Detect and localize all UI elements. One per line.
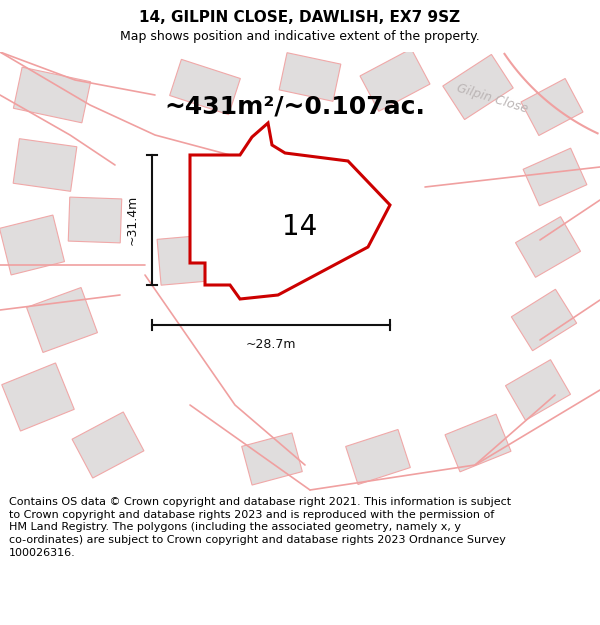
Text: ~31.4m: ~31.4m	[125, 195, 139, 245]
Polygon shape	[346, 429, 410, 484]
Polygon shape	[360, 49, 430, 111]
Polygon shape	[13, 139, 77, 191]
Polygon shape	[521, 79, 583, 136]
Polygon shape	[26, 288, 97, 352]
Text: Gilpin Close: Gilpin Close	[455, 82, 529, 116]
Polygon shape	[443, 54, 513, 119]
Polygon shape	[0, 215, 64, 275]
Polygon shape	[68, 197, 122, 243]
Polygon shape	[511, 289, 577, 351]
Polygon shape	[2, 363, 74, 431]
Polygon shape	[190, 123, 390, 299]
Polygon shape	[242, 433, 302, 485]
Polygon shape	[72, 412, 144, 478]
Polygon shape	[170, 59, 241, 114]
Polygon shape	[523, 148, 587, 206]
Text: Map shows position and indicative extent of the property.: Map shows position and indicative extent…	[120, 29, 480, 42]
Text: ~431m²/~0.107ac.: ~431m²/~0.107ac.	[164, 95, 425, 119]
Polygon shape	[445, 414, 511, 472]
Polygon shape	[157, 235, 213, 285]
Polygon shape	[13, 67, 91, 123]
Polygon shape	[279, 52, 341, 101]
Text: 14, GILPIN CLOSE, DAWLISH, EX7 9SZ: 14, GILPIN CLOSE, DAWLISH, EX7 9SZ	[139, 11, 461, 26]
Polygon shape	[505, 359, 571, 421]
Text: Contains OS data © Crown copyright and database right 2021. This information is : Contains OS data © Crown copyright and d…	[9, 497, 511, 558]
Text: 14: 14	[283, 213, 317, 241]
Text: ~28.7m: ~28.7m	[246, 339, 296, 351]
Polygon shape	[515, 217, 581, 278]
